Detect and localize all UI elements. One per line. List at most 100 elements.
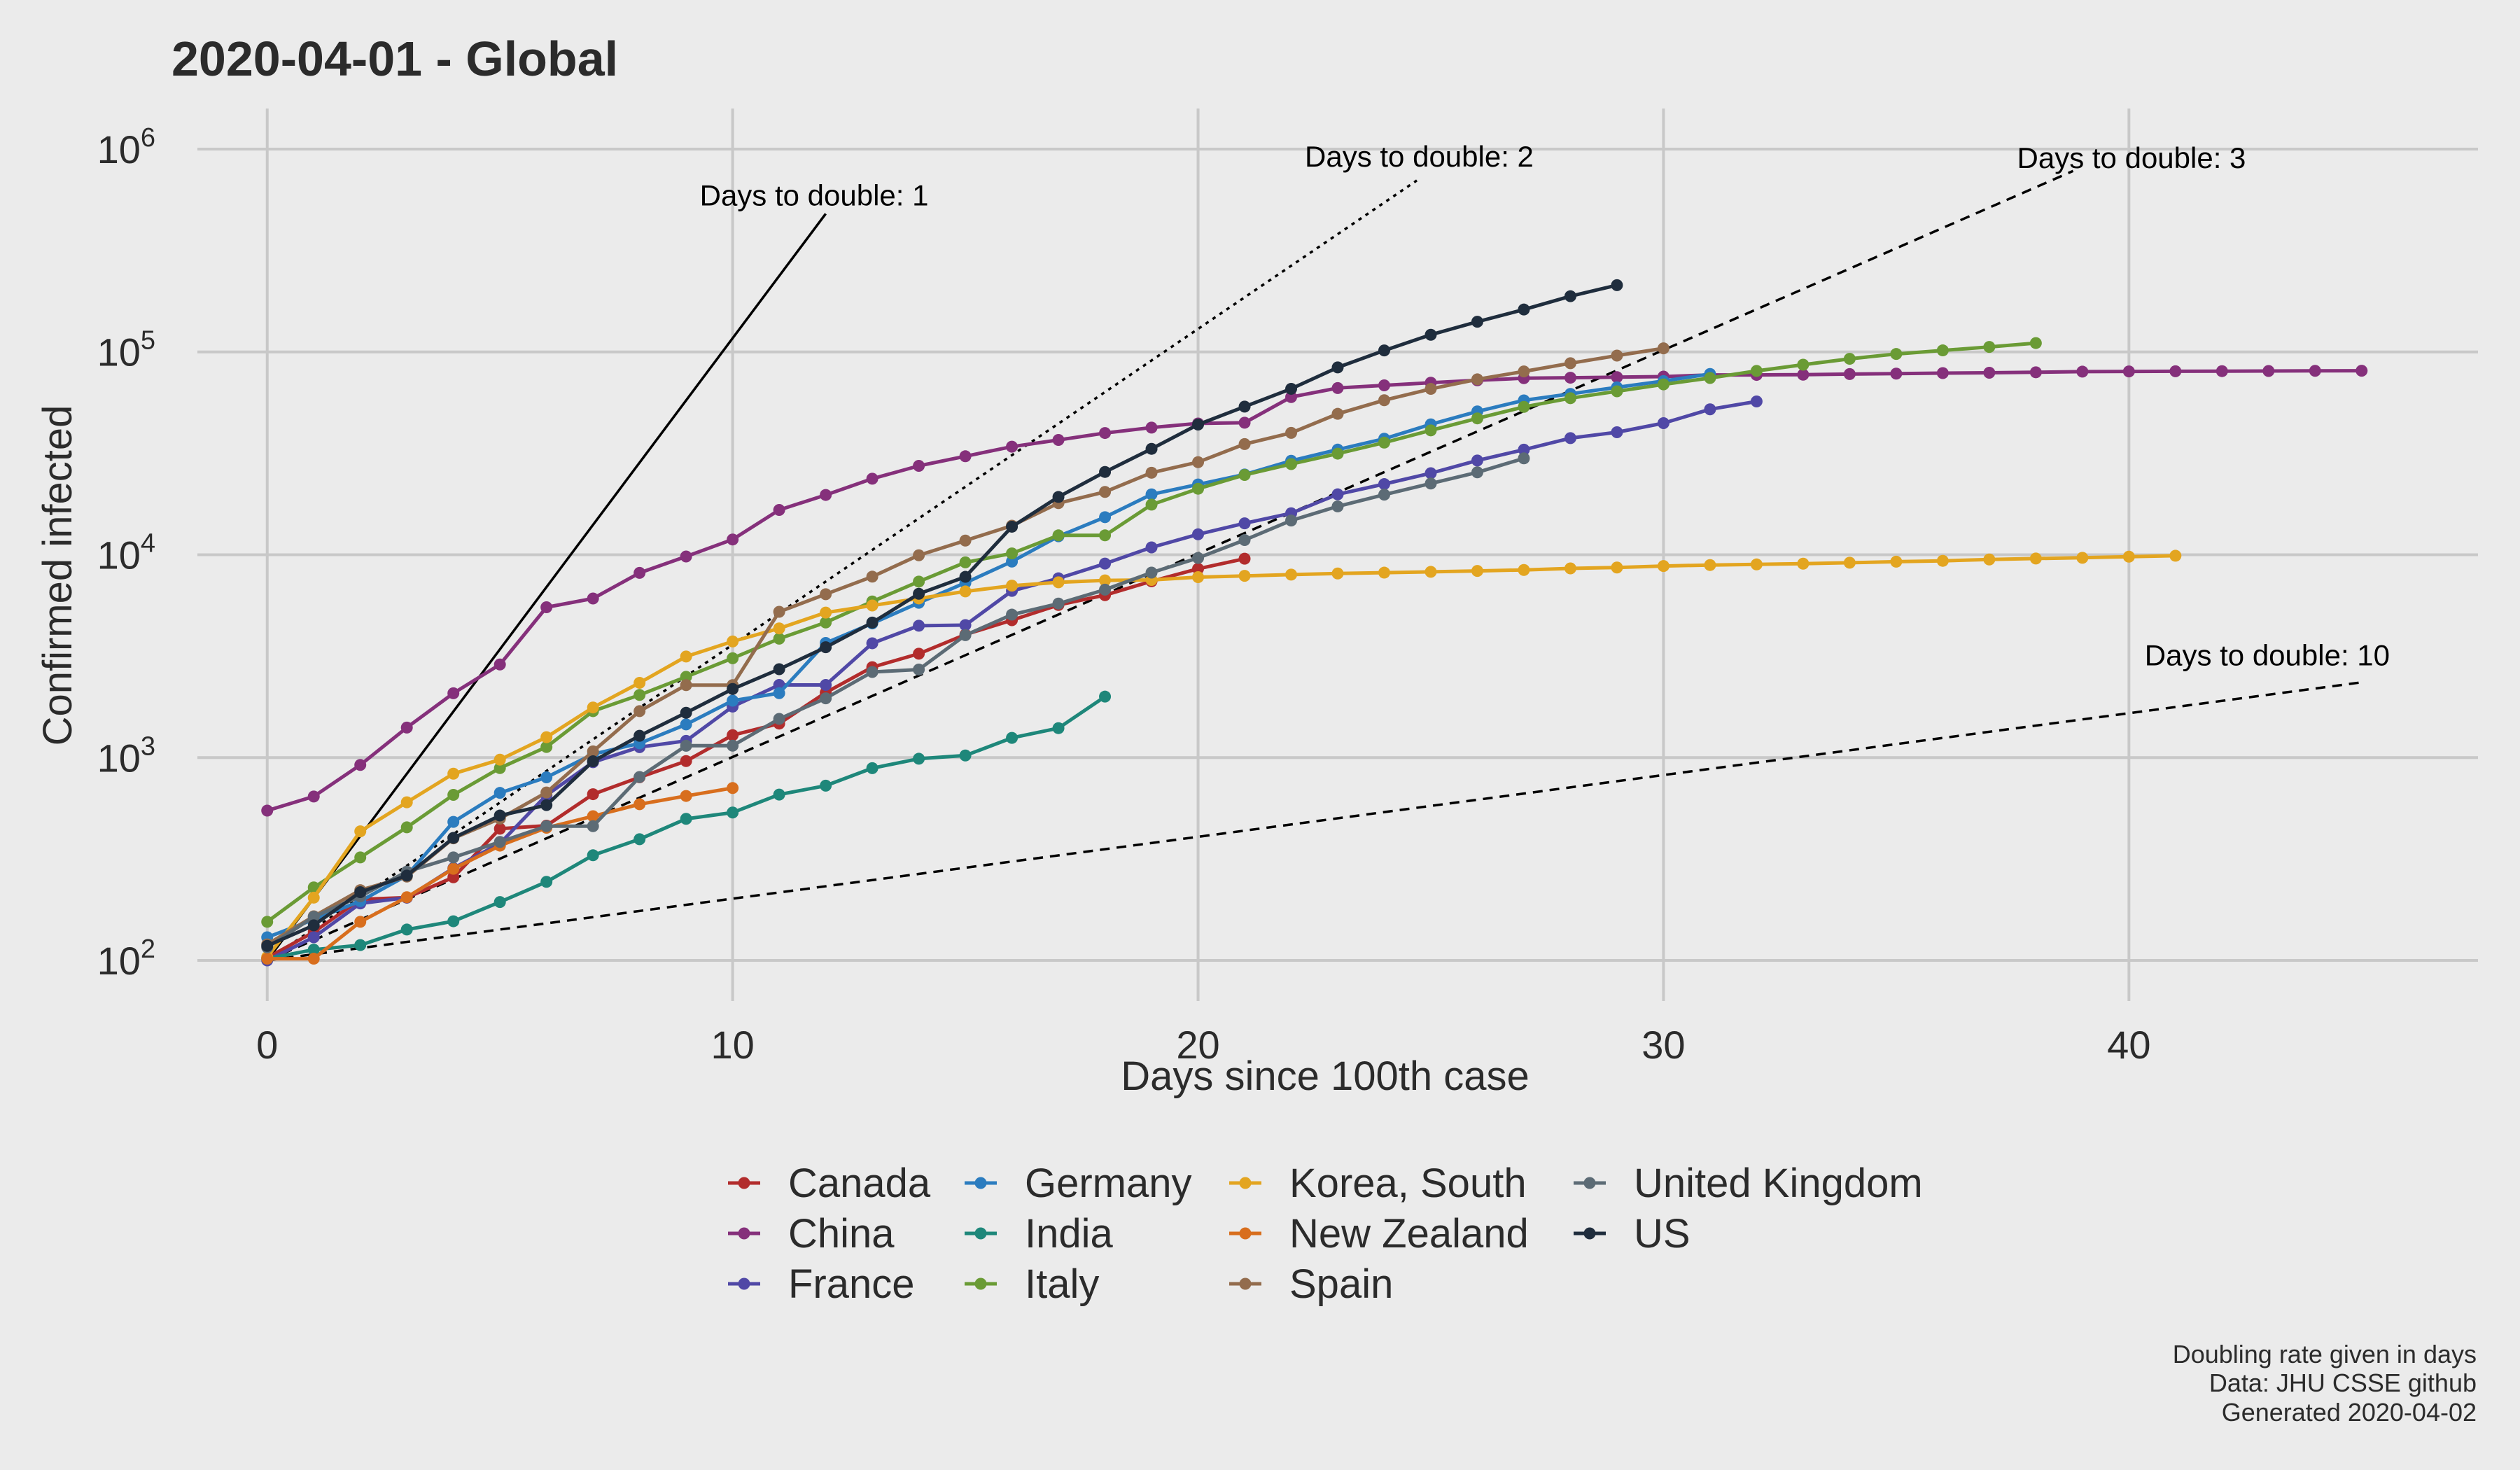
data-point	[493, 787, 506, 799]
data-point	[680, 813, 692, 825]
data-point	[493, 809, 506, 822]
data-point	[634, 705, 646, 718]
legend-label: Canada	[788, 1161, 931, 1206]
data-point	[1006, 440, 1018, 453]
data-point	[959, 570, 972, 583]
data-point	[1611, 561, 1623, 574]
data-point	[1936, 554, 1949, 567]
data-point	[447, 862, 460, 875]
data-point	[1006, 547, 1018, 560]
series-italy	[261, 337, 2042, 928]
legend-item: United Kingdom	[1574, 1161, 1923, 1206]
data-point	[820, 588, 832, 601]
data-point	[1564, 372, 1576, 384]
data-point	[1518, 564, 1530, 576]
data-point	[634, 729, 646, 742]
legend-key-point	[738, 1278, 750, 1290]
legend-item: New Zealand	[1229, 1211, 1529, 1256]
caption-line-3: Generated 2020-04-02	[2222, 1398, 2477, 1427]
legend-key-point	[1583, 1177, 1596, 1189]
legend-key-point	[738, 1227, 750, 1240]
data-point	[1145, 488, 1158, 500]
data-point	[727, 533, 739, 546]
data-point	[447, 789, 460, 802]
data-point	[1052, 597, 1065, 610]
data-point	[1936, 344, 1949, 357]
data-point	[261, 804, 274, 817]
data-point	[634, 676, 646, 689]
data-point	[866, 570, 878, 583]
data-point	[307, 911, 320, 923]
data-point	[1378, 344, 1390, 357]
data-point	[1145, 442, 1158, 455]
data-point	[1750, 558, 1763, 570]
y-tick-label: 104	[97, 529, 155, 578]
data-point	[400, 923, 413, 936]
data-point	[913, 620, 925, 632]
data-point	[680, 671, 692, 683]
data-point	[354, 886, 367, 899]
legend-item: Germany	[965, 1161, 1192, 1206]
series-united-kingdom	[261, 452, 1530, 953]
data-point	[1238, 400, 1251, 413]
data-point	[400, 891, 413, 904]
legend-item: Spain	[1229, 1261, 1393, 1307]
data-point	[1471, 565, 1483, 578]
data-point	[400, 869, 413, 882]
data-point	[866, 637, 878, 650]
data-point	[1890, 348, 1903, 360]
data-point	[1564, 357, 1576, 370]
data-point	[1704, 372, 1716, 384]
data-point	[587, 810, 599, 822]
data-point	[1238, 570, 1251, 582]
series-line	[266, 556, 1245, 960]
data-point	[727, 729, 739, 741]
legend-key-point	[1583, 1227, 1596, 1240]
data-point	[540, 820, 553, 832]
data-point	[1378, 394, 1390, 407]
data-point	[1099, 427, 1112, 440]
data-point	[1704, 403, 1716, 416]
data-point	[2122, 365, 2135, 378]
data-point	[1099, 465, 1112, 478]
data-point	[1611, 385, 1623, 398]
data-point	[1750, 395, 1763, 407]
data-point	[1099, 511, 1112, 524]
data-point	[634, 833, 646, 846]
data-point	[820, 489, 832, 501]
x-tick-label: 40	[2107, 1023, 2150, 1067]
legend-label: Germany	[1025, 1161, 1192, 1206]
data-point	[1657, 378, 1670, 391]
data-point	[540, 786, 553, 799]
data-point	[959, 629, 972, 641]
data-point	[1564, 392, 1576, 405]
data-point	[1192, 570, 1205, 583]
data-point	[2216, 365, 2228, 377]
data-point	[1611, 279, 1623, 291]
series-us	[261, 279, 1623, 952]
data-point	[1099, 557, 1112, 570]
data-point	[1564, 562, 1576, 575]
data-point	[261, 939, 274, 952]
legend-item: Canada	[728, 1161, 931, 1206]
data-point	[1471, 412, 1483, 425]
data-point	[1099, 486, 1112, 498]
y-tick-label: 103	[97, 732, 155, 780]
data-point	[634, 566, 646, 579]
data-point	[447, 871, 460, 883]
data-point	[959, 749, 972, 762]
data-point	[680, 706, 692, 719]
data-point	[680, 739, 692, 752]
data-point	[493, 658, 506, 671]
legend-label: China	[788, 1211, 895, 1256]
data-point	[1006, 520, 1018, 533]
data-point	[1983, 553, 1996, 566]
data-point	[447, 687, 460, 699]
data-point	[1518, 452, 1530, 465]
data-point	[1518, 303, 1530, 316]
caption: Doubling rate given in days Data: JHU CS…	[2173, 1340, 2477, 1427]
data-point	[307, 953, 320, 965]
legend-label: India	[1025, 1211, 1114, 1256]
data-point	[493, 753, 506, 766]
data-point	[2029, 337, 2042, 349]
